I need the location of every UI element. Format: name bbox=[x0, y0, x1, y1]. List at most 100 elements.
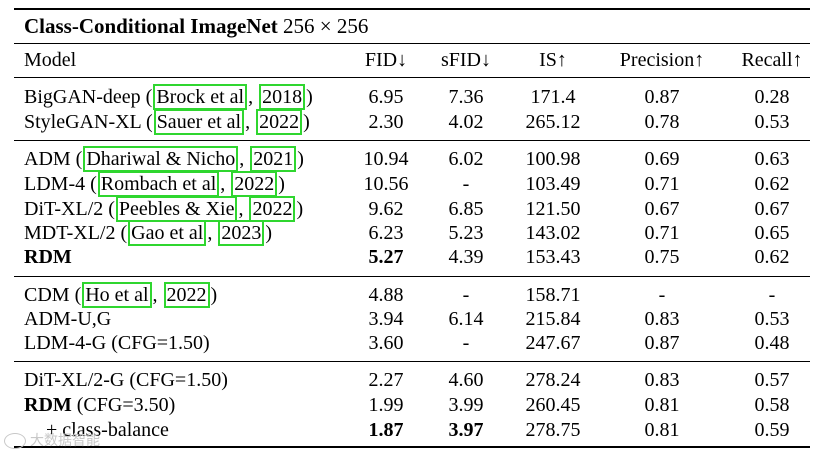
precision-value: 0.75 bbox=[644, 246, 680, 268]
cite-sep: , bbox=[239, 148, 250, 170]
is-value: 153.43 bbox=[525, 246, 581, 268]
is-value: 158.71 bbox=[525, 284, 581, 306]
model-cell: MDT-XL/2 (Gao et al, 2023) bbox=[24, 220, 272, 246]
recall-value: 0.48 bbox=[754, 332, 790, 354]
model-cell: BigGAN-deep (Brock et al, 2018) bbox=[24, 84, 313, 110]
precision-value: 0.83 bbox=[644, 369, 680, 391]
paren: ) bbox=[306, 86, 313, 108]
fid-value: 1.87 bbox=[368, 419, 404, 441]
table-row: LDM-4-G (CFG=1.50) 3.60 - 247.67 0.87 0.… bbox=[0, 331, 830, 356]
model-setting: (CFG=3.50) bbox=[71, 394, 176, 416]
group-rule bbox=[14, 276, 810, 277]
group-rule bbox=[14, 140, 810, 141]
model-name: + class-balance bbox=[46, 419, 169, 441]
cite-sep: , bbox=[207, 222, 218, 244]
table-top-rule bbox=[14, 8, 810, 10]
precision-value: 0.81 bbox=[644, 419, 680, 441]
fid-value: 3.60 bbox=[368, 332, 404, 354]
table-row: + class-balance 1.87 3.97 278.75 0.81 0.… bbox=[0, 418, 830, 443]
model-name: DiT-XL/2-G (CFG=1.50) bbox=[24, 369, 228, 391]
is-value: 247.67 bbox=[525, 332, 581, 354]
sfid-value: 4.39 bbox=[448, 246, 484, 268]
group-rule bbox=[14, 361, 810, 362]
table-row: DiT-XL/2 (Peebles & Xie, 2022) 9.62 6.85… bbox=[0, 196, 830, 222]
watermark-text: 大数据智能 bbox=[30, 433, 100, 449]
sfid-value: 4.02 bbox=[448, 111, 484, 133]
table-title-text: Class-Conditional ImageNet bbox=[24, 14, 278, 38]
is-value: 143.02 bbox=[525, 222, 581, 244]
model-name: DiT-XL/2 ( bbox=[24, 198, 115, 220]
fid-value: 1.99 bbox=[368, 394, 404, 416]
citation-year-link[interactable]: 2022 bbox=[249, 196, 296, 222]
fid-value: 10.94 bbox=[363, 148, 409, 170]
table-title: Class-Conditional ImageNet 256 × 256 bbox=[24, 14, 368, 39]
sfid-value: 3.97 bbox=[448, 419, 484, 441]
citation-link[interactable]: Rombach et al bbox=[97, 171, 220, 197]
header-sfid: sFID↓ bbox=[440, 49, 492, 71]
table-resolution: 256 × 256 bbox=[283, 14, 369, 38]
paren: ) bbox=[210, 284, 218, 306]
recall-value: 0.58 bbox=[754, 394, 790, 416]
table-row: ADM (Dhariwal & Nicho, 2021) 10.94 6.02 … bbox=[0, 146, 830, 172]
header-precision: Precision↑ bbox=[619, 49, 705, 71]
fid-value: 9.62 bbox=[368, 198, 404, 220]
table-row: RDM 5.27 4.39 153.43 0.75 0.62 bbox=[0, 245, 830, 270]
precision-value: - bbox=[658, 284, 666, 306]
table-row: ADM-U,G 3.94 6.14 215.84 0.83 0.53 bbox=[0, 307, 830, 332]
citation-year-link[interactable]: 2021 bbox=[250, 146, 297, 172]
sfid-value: 5.23 bbox=[448, 222, 484, 244]
citation-year-link[interactable]: 2023 bbox=[218, 220, 265, 246]
is-value: 121.50 bbox=[525, 198, 581, 220]
citation-link[interactable]: Brock et al bbox=[153, 84, 248, 110]
is-value: 171.4 bbox=[530, 86, 576, 108]
table-row: BigGAN-deep (Brock et al, 2018) 6.95 7.3… bbox=[0, 84, 830, 110]
recall-value: - bbox=[768, 284, 776, 306]
recall-value: 0.67 bbox=[754, 198, 790, 220]
is-value: 260.45 bbox=[525, 394, 581, 416]
table-header-row: Model FID↓ sFID↓ IS↑ Precision↑ Recall↑ bbox=[0, 48, 830, 73]
is-value: 278.75 bbox=[525, 419, 581, 441]
precision-value: 0.71 bbox=[644, 222, 680, 244]
recall-value: 0.53 bbox=[754, 308, 790, 330]
paren: ) bbox=[296, 198, 304, 220]
precision-value: 0.81 bbox=[644, 394, 680, 416]
fid-value: 10.56 bbox=[363, 173, 409, 195]
header-fid: FID↓ bbox=[364, 49, 408, 71]
header-rule bbox=[14, 77, 810, 78]
model-name: ADM-U,G bbox=[24, 308, 112, 330]
cite-sep: , bbox=[220, 173, 231, 195]
sfid-value: - bbox=[462, 332, 470, 354]
table-row: MDT-XL/2 (Gao et al, 2023) 6.23 5.23 143… bbox=[0, 220, 830, 246]
citation-year-link[interactable]: 2018 bbox=[259, 84, 306, 110]
sfid-value: 3.99 bbox=[448, 394, 484, 416]
citation-year-link[interactable]: 2022 bbox=[231, 171, 278, 197]
citation-link[interactable]: Peebles & Xie bbox=[115, 196, 238, 222]
watermark-logo-icon bbox=[4, 433, 26, 449]
sfid-value: 7.36 bbox=[448, 86, 484, 108]
recall-value: 0.62 bbox=[754, 246, 790, 268]
citation-link[interactable]: Ho et al bbox=[82, 282, 152, 308]
citation-link[interactable]: Gao et al bbox=[128, 220, 207, 246]
precision-value: 0.83 bbox=[644, 308, 680, 330]
model-name: CDM ( bbox=[24, 284, 82, 306]
recall-value: 0.28 bbox=[754, 86, 790, 108]
sfid-value: - bbox=[462, 284, 470, 306]
header-model: Model bbox=[24, 49, 77, 71]
table-row: CDM (Ho et al, 2022) 4.88 - 158.71 - - bbox=[0, 282, 830, 308]
watermark: 大数据智能 bbox=[4, 430, 100, 450]
precision-value: 0.69 bbox=[644, 148, 680, 170]
citation-link[interactable]: Dhariwal & Nicho bbox=[83, 146, 239, 172]
is-value: 278.24 bbox=[525, 369, 581, 391]
recall-value: 0.59 bbox=[754, 419, 790, 441]
table-row: RDM (CFG=3.50) 1.99 3.99 260.45 0.81 0.5… bbox=[0, 393, 830, 418]
citation-year-link[interactable]: 2022 bbox=[256, 109, 303, 135]
recall-value: 0.53 bbox=[754, 111, 790, 133]
citation-year-link[interactable]: 2022 bbox=[163, 282, 210, 308]
cite-sep: , bbox=[152, 284, 163, 306]
fid-value: 5.27 bbox=[368, 246, 404, 268]
fid-value: 2.30 bbox=[368, 111, 404, 133]
citation-link[interactable]: Sauer et al bbox=[153, 109, 245, 135]
precision-value: 0.71 bbox=[644, 173, 680, 195]
model-cell: DiT-XL/2 (Peebles & Xie, 2022) bbox=[24, 196, 304, 222]
model-name: RDM bbox=[24, 246, 72, 268]
